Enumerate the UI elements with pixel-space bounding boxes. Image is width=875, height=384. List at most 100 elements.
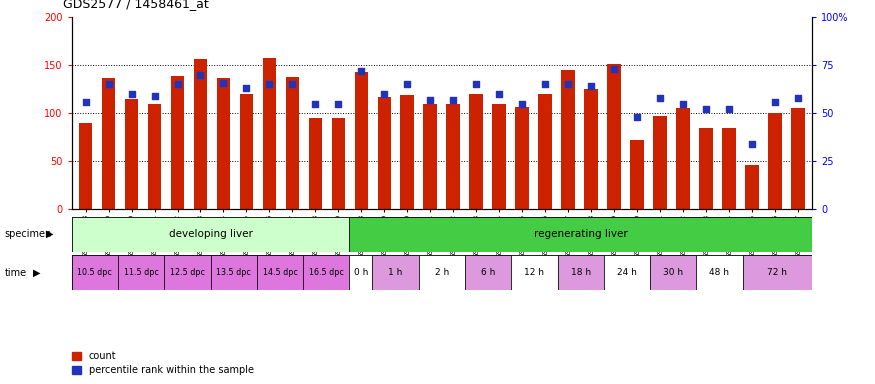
Bar: [676, 109, 690, 209]
Point: [768, 99, 782, 105]
FancyBboxPatch shape: [211, 255, 257, 290]
Text: 2 h: 2 h: [435, 268, 449, 277]
FancyBboxPatch shape: [303, 255, 349, 290]
Point: [102, 81, 116, 88]
Point: [79, 99, 93, 105]
Text: 0 h: 0 h: [354, 268, 368, 277]
Point: [124, 91, 138, 97]
Text: 24 h: 24 h: [617, 268, 637, 277]
Text: 6 h: 6 h: [481, 268, 495, 277]
FancyBboxPatch shape: [696, 255, 743, 290]
Point: [171, 81, 185, 88]
Point: [562, 81, 576, 88]
Point: [584, 83, 598, 89]
Point: [493, 91, 507, 97]
FancyBboxPatch shape: [164, 255, 211, 290]
Bar: [262, 58, 276, 209]
Point: [538, 81, 552, 88]
Legend: count, percentile rank within the sample: count, percentile rank within the sample: [73, 351, 254, 375]
Bar: [332, 118, 346, 209]
FancyBboxPatch shape: [72, 255, 118, 290]
FancyBboxPatch shape: [349, 217, 812, 252]
Point: [148, 93, 162, 99]
Bar: [746, 165, 760, 209]
FancyBboxPatch shape: [118, 255, 164, 290]
Point: [193, 72, 207, 78]
Point: [308, 101, 322, 107]
FancyBboxPatch shape: [257, 255, 303, 290]
Point: [607, 66, 621, 72]
Point: [722, 106, 736, 113]
Point: [377, 91, 391, 97]
Text: specimen: specimen: [4, 229, 52, 239]
FancyBboxPatch shape: [373, 255, 419, 290]
FancyBboxPatch shape: [650, 255, 696, 290]
Bar: [79, 123, 93, 209]
Bar: [124, 99, 138, 209]
Bar: [768, 113, 782, 209]
Bar: [493, 104, 507, 209]
Point: [240, 85, 254, 91]
Point: [332, 101, 346, 107]
Bar: [699, 128, 713, 209]
Point: [515, 101, 529, 107]
Point: [676, 101, 690, 107]
Text: developing liver: developing liver: [169, 229, 253, 239]
Point: [469, 81, 483, 88]
Bar: [217, 78, 230, 209]
Bar: [584, 89, 598, 209]
Bar: [285, 77, 299, 209]
Point: [262, 81, 276, 88]
Bar: [791, 109, 805, 209]
Bar: [562, 70, 575, 209]
Point: [401, 81, 415, 88]
Point: [446, 97, 460, 103]
Point: [699, 106, 713, 113]
Bar: [470, 94, 483, 209]
Text: 18 h: 18 h: [570, 268, 591, 277]
Bar: [354, 72, 368, 209]
Bar: [193, 59, 207, 209]
Text: 48 h: 48 h: [710, 268, 730, 277]
FancyBboxPatch shape: [72, 217, 349, 252]
Bar: [515, 107, 529, 209]
Text: ▶: ▶: [33, 268, 41, 278]
Text: 16.5 dpc: 16.5 dpc: [309, 268, 344, 277]
Bar: [309, 118, 322, 209]
Bar: [148, 104, 161, 209]
Text: ▶: ▶: [46, 229, 53, 239]
Bar: [538, 94, 552, 209]
FancyBboxPatch shape: [349, 255, 373, 290]
Text: 10.5 dpc: 10.5 dpc: [78, 268, 112, 277]
FancyBboxPatch shape: [511, 255, 557, 290]
Bar: [654, 116, 667, 209]
FancyBboxPatch shape: [743, 255, 812, 290]
Bar: [171, 76, 185, 209]
Point: [654, 95, 668, 101]
Point: [424, 97, 438, 103]
Text: 72 h: 72 h: [767, 268, 788, 277]
Bar: [607, 65, 621, 209]
Bar: [377, 97, 391, 209]
Point: [630, 114, 644, 120]
Point: [791, 95, 805, 101]
Text: regenerating liver: regenerating liver: [534, 229, 627, 239]
Bar: [723, 128, 736, 209]
FancyBboxPatch shape: [465, 255, 511, 290]
Text: 12.5 dpc: 12.5 dpc: [170, 268, 205, 277]
FancyBboxPatch shape: [419, 255, 465, 290]
Bar: [446, 104, 460, 209]
Bar: [630, 140, 644, 209]
Text: 11.5 dpc: 11.5 dpc: [123, 268, 158, 277]
Bar: [424, 104, 438, 209]
FancyBboxPatch shape: [604, 255, 650, 290]
Point: [216, 79, 230, 86]
Text: 1 h: 1 h: [388, 268, 402, 277]
Text: 30 h: 30 h: [663, 268, 683, 277]
Text: 12 h: 12 h: [524, 268, 544, 277]
Text: 14.5 dpc: 14.5 dpc: [262, 268, 298, 277]
Point: [285, 81, 299, 88]
Text: 13.5 dpc: 13.5 dpc: [216, 268, 251, 277]
Bar: [240, 94, 254, 209]
Text: time: time: [4, 268, 26, 278]
